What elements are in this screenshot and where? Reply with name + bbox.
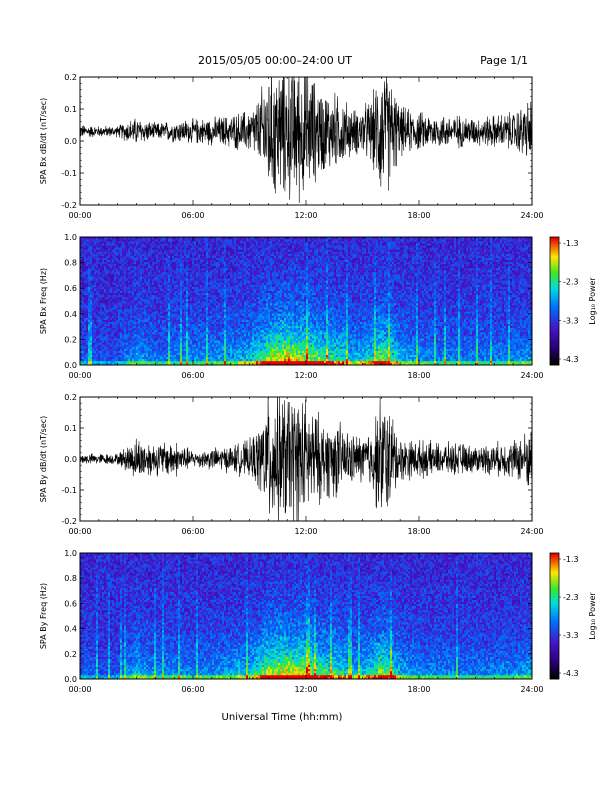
y-tick-label: 0.4 xyxy=(64,310,77,319)
date-range-title: 2015/05/05 00:00–24:00 UT xyxy=(198,54,352,67)
y-axis-label: SPA Bx Freq (Hz) xyxy=(39,268,48,334)
x-tick-label: 24:00 xyxy=(520,685,543,694)
y-tick-label: -0.1 xyxy=(61,169,77,178)
y-tick-label: 1.0 xyxy=(64,549,77,558)
x-tick-label: 06:00 xyxy=(181,685,204,694)
colorbar-tick-label: -2.3 xyxy=(563,278,579,287)
x-tick-label: 18:00 xyxy=(407,685,430,694)
x-tick-label: 12:00 xyxy=(294,685,317,694)
y-tick-label: 0.8 xyxy=(64,574,77,583)
y-axis-label: SPA Bx dB/dt (nT/sec) xyxy=(39,98,48,185)
y-tick-label: 0.2 xyxy=(64,335,77,344)
waveform-trace xyxy=(80,387,532,531)
panel-2: -1.3 -2.3 -3.3 -4.3 Log₁₀ Power 1.0 0.8 0.6 0.4 0… xyxy=(39,233,597,380)
panel-1: 0.2 0.1 0.0 -0.1 -0.200:00 06:00 12:00 18:00 24:… xyxy=(39,60,544,220)
y-tick-label: 0.0 xyxy=(64,137,77,146)
colorbar-tick-label: -1.3 xyxy=(563,555,579,564)
x-tick-label: 00:00 xyxy=(68,527,91,536)
colorbar-tick-label: -3.3 xyxy=(563,631,579,640)
y-tick-label: 0.4 xyxy=(64,625,77,634)
colorbar-label: Log₁₀ Power xyxy=(588,592,597,640)
y-axis-label: SPA By dB/dt (nT/sec) xyxy=(39,416,48,503)
colorbar-label: Log₁₀ Power xyxy=(588,277,597,325)
colorbar: -1.3 -2.3 -3.3 -4.3 Log₁₀ Power xyxy=(550,553,597,679)
x-tick-label: 18:00 xyxy=(407,211,430,220)
colorbar-tick-label: -2.3 xyxy=(563,593,579,602)
x-tick-label: 06:00 xyxy=(181,211,204,220)
y-tick-label: 0.1 xyxy=(64,105,77,114)
y-tick-label: 0.1 xyxy=(64,424,77,433)
y-tick-label: 0.0 xyxy=(64,361,77,370)
x-tick-label: 00:00 xyxy=(68,371,91,380)
x-tick-label: 18:00 xyxy=(407,371,430,380)
x-tick-label: 06:00 xyxy=(181,527,204,536)
y-tick-label: 0.6 xyxy=(64,284,77,293)
y-tick-label: 0.0 xyxy=(64,675,77,684)
x-axis-label: Universal Time (hh:mm) xyxy=(222,712,343,723)
y-tick-label: 0.6 xyxy=(64,599,77,608)
colorbar-tick-label: -3.3 xyxy=(563,316,579,325)
colorbar-tick-label: -4.3 xyxy=(563,355,579,364)
x-tick-label: 12:00 xyxy=(294,527,317,536)
x-tick-label: 24:00 xyxy=(520,527,543,536)
spectrogram-cells xyxy=(80,553,532,679)
y-tick-label: -0.1 xyxy=(61,486,77,495)
y-tick-label: -0.2 xyxy=(61,201,77,210)
y-tick-label: 0.2 xyxy=(64,393,77,402)
x-tick-label: 18:00 xyxy=(407,527,430,536)
x-tick-label: 12:00 xyxy=(294,371,317,380)
y-tick-label: -0.2 xyxy=(61,517,77,526)
colorbar-tick-label: -1.3 xyxy=(563,239,579,248)
panels: 0.20.10.0-0.1-0.200:00 06:00 12:00 18:00 24:… xyxy=(39,60,597,694)
y-tick-label: 0.2 xyxy=(64,73,77,82)
x-tick-label: 00:00 xyxy=(68,685,91,694)
y-axis-label: SPA By Freq (Hz) xyxy=(39,583,48,649)
y-tick-label: 1.0 xyxy=(64,233,77,242)
colorbar-tick-label: -4.3 xyxy=(563,669,579,678)
x-tick-label: 24:00 xyxy=(520,211,543,220)
x-tick-label: 12:00 xyxy=(294,211,317,220)
panel-3: 0.2 0.1 0.0 -0.1 -0.200:00 06:00 12:00 18:00 24:… xyxy=(39,387,544,536)
panel-4: -1.3 -2.3 -3.3 -4.3 Log₁₀ Power 1.0 0.8 0.6 0.4 0… xyxy=(39,549,597,694)
y-tick-label: 0.0 xyxy=(64,455,77,464)
x-tick-label: 24:00 xyxy=(520,371,543,380)
colorbar: -1.3 -2.3 -3.3 -4.3 Log₁₀ Power xyxy=(550,237,597,365)
spectrogram-cells xyxy=(80,237,532,365)
y-tick-label: 0.2 xyxy=(64,650,77,659)
x-tick-label: 00:00 xyxy=(68,211,91,220)
x-tick-label: 06:00 xyxy=(181,371,204,380)
y-tick-label: 0.8 xyxy=(64,259,77,268)
page-label: Page 1/1 xyxy=(480,54,528,67)
